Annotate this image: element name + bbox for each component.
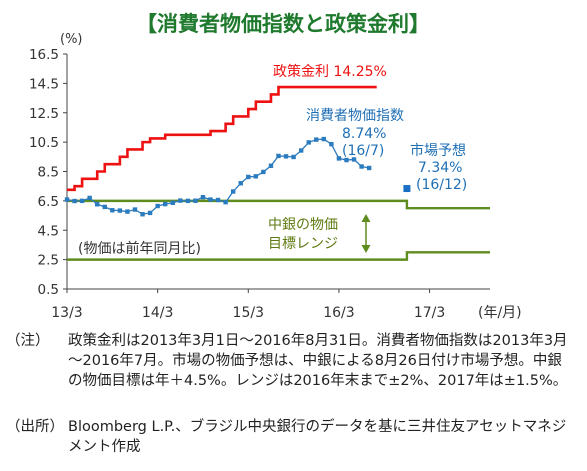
cpi-point bbox=[329, 141, 334, 147]
cpi-point bbox=[178, 198, 183, 203]
cpi-point bbox=[336, 156, 342, 161]
x-tick-label: 17/3 bbox=[414, 305, 445, 321]
cpi-point bbox=[366, 165, 372, 171]
x-tick-label: 15/3 bbox=[233, 305, 264, 321]
cpi-point bbox=[215, 197, 221, 203]
cpi-point bbox=[64, 197, 70, 202]
policy-rate-label: 政策金利 14.25% bbox=[273, 63, 387, 80]
cpi-point bbox=[162, 201, 168, 207]
y-tick-label: 4.5 bbox=[38, 223, 59, 239]
cpi-point bbox=[246, 174, 251, 180]
target-lower-line bbox=[67, 251, 490, 261]
x-unit-label: (年/月) bbox=[478, 305, 522, 321]
chart-title: 【消費者物価指数と政策金利】 bbox=[136, 12, 430, 36]
x-tick-label: 13/3 bbox=[51, 305, 82, 321]
cpi-point bbox=[102, 204, 107, 210]
cpi-point bbox=[79, 198, 85, 204]
x-ticks: 13/3 14/3 15/3 16/3 17/3 bbox=[51, 289, 445, 321]
y-tick-label: 10.5 bbox=[29, 135, 59, 151]
cpi-point bbox=[291, 154, 296, 160]
target-band-label-2: 目標レンジ bbox=[268, 236, 338, 252]
cpi-point bbox=[261, 169, 266, 175]
cpi-point bbox=[87, 195, 92, 201]
cpi-point bbox=[208, 197, 213, 202]
cpi-point bbox=[125, 209, 130, 214]
forecast-value-label: 7.34% bbox=[418, 160, 462, 176]
note-label: （注） bbox=[6, 333, 50, 349]
cpi-point bbox=[230, 189, 236, 194]
cpi-point bbox=[185, 198, 191, 204]
cpi-point bbox=[132, 207, 138, 212]
cpi-point bbox=[306, 140, 311, 145]
y-tick-label: 16.5 bbox=[29, 47, 59, 63]
cpi-point bbox=[223, 199, 228, 205]
cpi-point bbox=[351, 157, 357, 162]
cpi-point bbox=[140, 212, 145, 217]
market-forecast-point bbox=[403, 185, 411, 193]
x-tick-label: 16/3 bbox=[323, 305, 354, 321]
y-tick-label: 14.5 bbox=[29, 76, 59, 92]
policy-rate-line bbox=[67, 85, 377, 192]
series-layer bbox=[64, 85, 490, 261]
y-unit-label: (%) bbox=[60, 32, 83, 47]
cpi-point bbox=[72, 198, 77, 204]
cpi-point bbox=[283, 154, 289, 159]
y-tick-label: 12.5 bbox=[29, 106, 59, 122]
cpi-point bbox=[253, 174, 259, 179]
y-tick-label: 2.5 bbox=[38, 253, 59, 269]
cpi-value-label: 8.74% bbox=[342, 126, 386, 142]
cpi-point bbox=[95, 202, 100, 207]
y-tick-label: 6.5 bbox=[38, 194, 59, 210]
cpi-label: 消費者物価指数 bbox=[306, 108, 404, 124]
forecast-date-label: (16/12) bbox=[416, 177, 467, 193]
source-label: （出所） bbox=[6, 419, 64, 435]
cpi-point bbox=[298, 148, 304, 153]
cpi-point bbox=[276, 153, 281, 159]
y-tick-label: 0.5 bbox=[38, 282, 59, 298]
x-tick-label: 14/3 bbox=[142, 305, 173, 321]
cpi-basis-note: (物価は前年同月比) bbox=[78, 240, 201, 257]
source-text: Bloomberg L.P.、ブラジル中央銀行のデータを基に三井住友アセットマネ… bbox=[68, 419, 567, 455]
cpi-point bbox=[110, 208, 115, 213]
cpi-point bbox=[238, 181, 243, 186]
cpi-point bbox=[321, 136, 327, 142]
cpi-date-label: (16/7) bbox=[342, 143, 384, 159]
y-tick-label: 8.5 bbox=[38, 165, 59, 181]
cpi-point bbox=[344, 157, 349, 163]
cpi-point bbox=[170, 200, 175, 205]
cpi-point bbox=[117, 208, 123, 213]
cpi-point bbox=[193, 198, 198, 203]
target-upper-line bbox=[67, 199, 490, 210]
cpi-point bbox=[200, 195, 206, 200]
cpi-point bbox=[359, 164, 364, 169]
cpi-point bbox=[314, 137, 319, 142]
note-text: 政策金利は2013年3月1日～2016年8月31日。消費者物価指数は2013年3… bbox=[68, 333, 568, 389]
cpi-line bbox=[66, 138, 370, 215]
cpi-point bbox=[268, 163, 274, 168]
cpi-point bbox=[155, 203, 160, 209]
y-ticks: 16.5 14.5 12.5 10.5 8.5 6.5 4.5 2.5 0.5 bbox=[29, 47, 67, 298]
forecast-label: 市場予想 bbox=[410, 142, 466, 159]
target-band-arrow bbox=[361, 214, 371, 253]
target-band-label-1: 中銀の物価 bbox=[268, 217, 338, 233]
cpi-point bbox=[147, 210, 153, 216]
